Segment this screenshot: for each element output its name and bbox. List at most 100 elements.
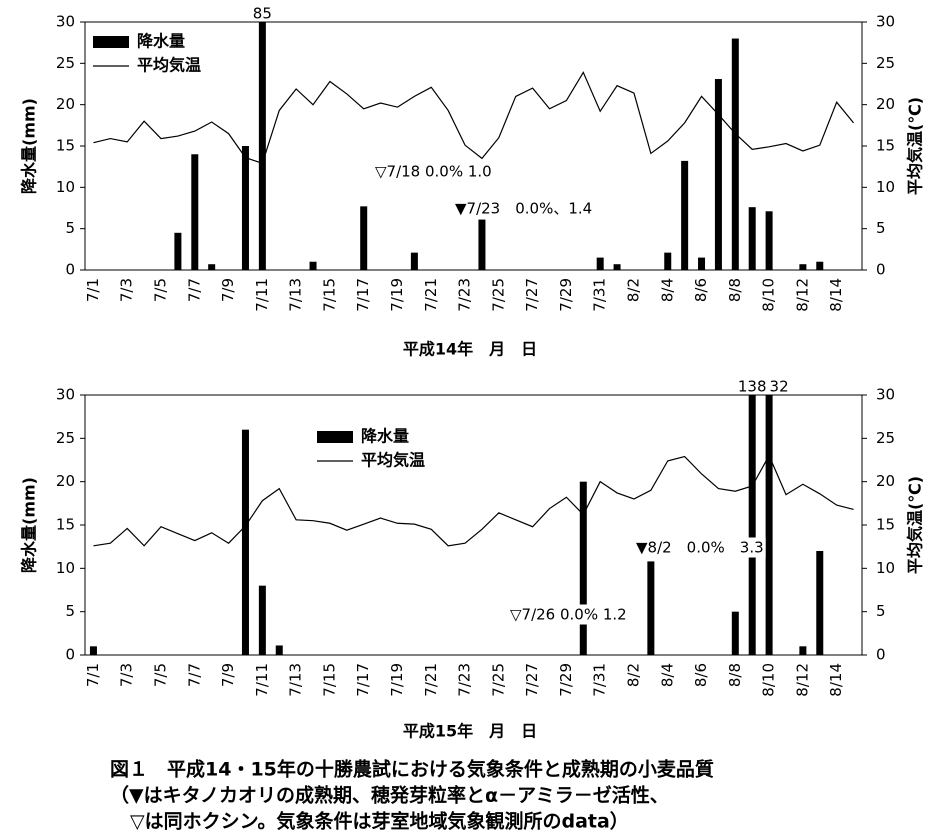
bar-value-label: 32 [770, 378, 789, 396]
y-axis-label: 降水量(mm) [20, 98, 39, 194]
x-tick-label: 7/3 [118, 663, 136, 687]
x-tick-label: 7/25 [489, 663, 507, 697]
x-tick-label: 8/12 [793, 278, 811, 312]
bar [664, 252, 672, 270]
x-tick-label: 7/5 [152, 278, 170, 302]
y2-tick-label: 30 [876, 13, 895, 31]
y2-tick-label: 10 [876, 559, 895, 577]
bar [89, 646, 97, 655]
bar [816, 551, 824, 655]
y2-tick-label: 0 [876, 646, 886, 664]
bar [681, 160, 689, 270]
y2-tick-label: 15 [876, 516, 895, 534]
x-tick-label: 7/13 [287, 278, 305, 312]
caption-line: 図１ 平成14・15年の十勝農試における気象条件と成熟期の小麦品質 [110, 758, 714, 781]
y2-tick-label: 15 [876, 137, 895, 155]
annotation-bg [373, 161, 494, 182]
y-tick-label: 10 [56, 178, 75, 196]
x-tick-label: 8/14 [827, 663, 845, 697]
x-tick-label: 7/31 [591, 278, 609, 312]
y2-tick-label: 20 [876, 95, 895, 113]
y-tick-label: 5 [65, 219, 75, 237]
x-tick-label: 7/19 [388, 663, 406, 697]
x-tick-label: 8/6 [692, 278, 710, 302]
x-tick-label: 7/17 [354, 663, 372, 697]
x-tick-label: 7/27 [523, 278, 541, 312]
annotation: ▼7/23 0.0%、1.4 [455, 200, 592, 218]
x-tick-label: 7/3 [118, 278, 136, 302]
x-tick-label: 8/14 [827, 278, 845, 312]
x-tick-label: 8/12 [793, 663, 811, 697]
bar [731, 611, 739, 655]
x-tick-label: 7/7 [185, 663, 203, 687]
bar [596, 257, 604, 270]
bar [579, 481, 587, 655]
x-tick-label: 7/21 [422, 663, 440, 697]
legend-label: 平均気温 [137, 56, 201, 75]
x-tick-label: 8/4 [658, 278, 676, 302]
x-tick-label: 8/6 [692, 663, 710, 687]
x-tick-label: 7/17 [354, 278, 372, 312]
bar [258, 22, 266, 270]
bar [275, 645, 283, 655]
annotation-bg [453, 198, 595, 219]
bar [698, 257, 706, 270]
y-axis-label: 降水量(mm) [20, 477, 39, 573]
y2-tick-label: 30 [876, 386, 895, 404]
annotation-bg [634, 537, 766, 558]
y-tick-label: 30 [56, 386, 75, 404]
bar [748, 395, 756, 655]
bar [360, 206, 368, 270]
y-tick-label: 20 [56, 95, 75, 113]
x-tick-label: 7/19 [388, 278, 406, 312]
x-tick-label: 8/10 [760, 663, 778, 697]
bar [191, 154, 199, 270]
legend-label: 平均気温 [361, 451, 425, 470]
annotation: ▼8/2 0.0% 3.3 [636, 539, 764, 557]
bar [765, 395, 773, 655]
bar [208, 264, 216, 270]
caption-line: ▽は同ホクシン。気象条件は芽室地域気象観測所のdata） [130, 810, 629, 833]
bar [647, 561, 655, 655]
bar [258, 585, 266, 655]
bar [478, 219, 486, 270]
bar [241, 146, 249, 270]
y-tick-label: 20 [56, 472, 75, 490]
temperature-line [93, 454, 854, 547]
bar [410, 252, 418, 270]
y2-axis-label: 平均気温(℃) [906, 476, 925, 574]
x-tick-label: 7/11 [253, 278, 271, 312]
annotation: ▽7/18 0.0% 1.0 [375, 163, 492, 181]
bar-value-label: 138 [738, 378, 767, 396]
legend-label: 降水量 [137, 32, 185, 51]
y-tick-label: 10 [56, 559, 75, 577]
y-tick-label: 30 [56, 13, 75, 31]
x-tick-label: 7/29 [557, 278, 575, 312]
x-axis-label: 平成14年 月 日 [403, 340, 537, 359]
bar [765, 211, 773, 270]
bar [714, 79, 722, 270]
x-tick-label: 7/27 [523, 663, 541, 697]
x-axis-label: 平成15年 月 日 [403, 722, 537, 741]
x-tick-label: 8/2 [624, 663, 642, 687]
x-tick-label: 8/10 [760, 278, 778, 312]
x-tick-label: 7/23 [456, 278, 474, 312]
x-tick-label: 7/11 [253, 663, 271, 697]
x-tick-label: 8/8 [726, 663, 744, 687]
x-tick-label: 7/5 [152, 663, 170, 687]
bar [309, 261, 317, 270]
y2-tick-label: 25 [876, 54, 895, 72]
y-tick-label: 25 [56, 429, 75, 447]
x-tick-label: 7/31 [591, 663, 609, 697]
x-tick-label: 7/1 [84, 278, 102, 302]
bar [799, 646, 807, 655]
x-tick-label: 8/4 [658, 663, 676, 687]
x-tick-label: 7/1 [84, 663, 102, 687]
y2-tick-label: 5 [876, 219, 886, 237]
bar [613, 264, 621, 270]
temperature-line [93, 71, 855, 165]
y-tick-label: 0 [65, 261, 75, 279]
y-tick-label: 25 [56, 54, 75, 72]
